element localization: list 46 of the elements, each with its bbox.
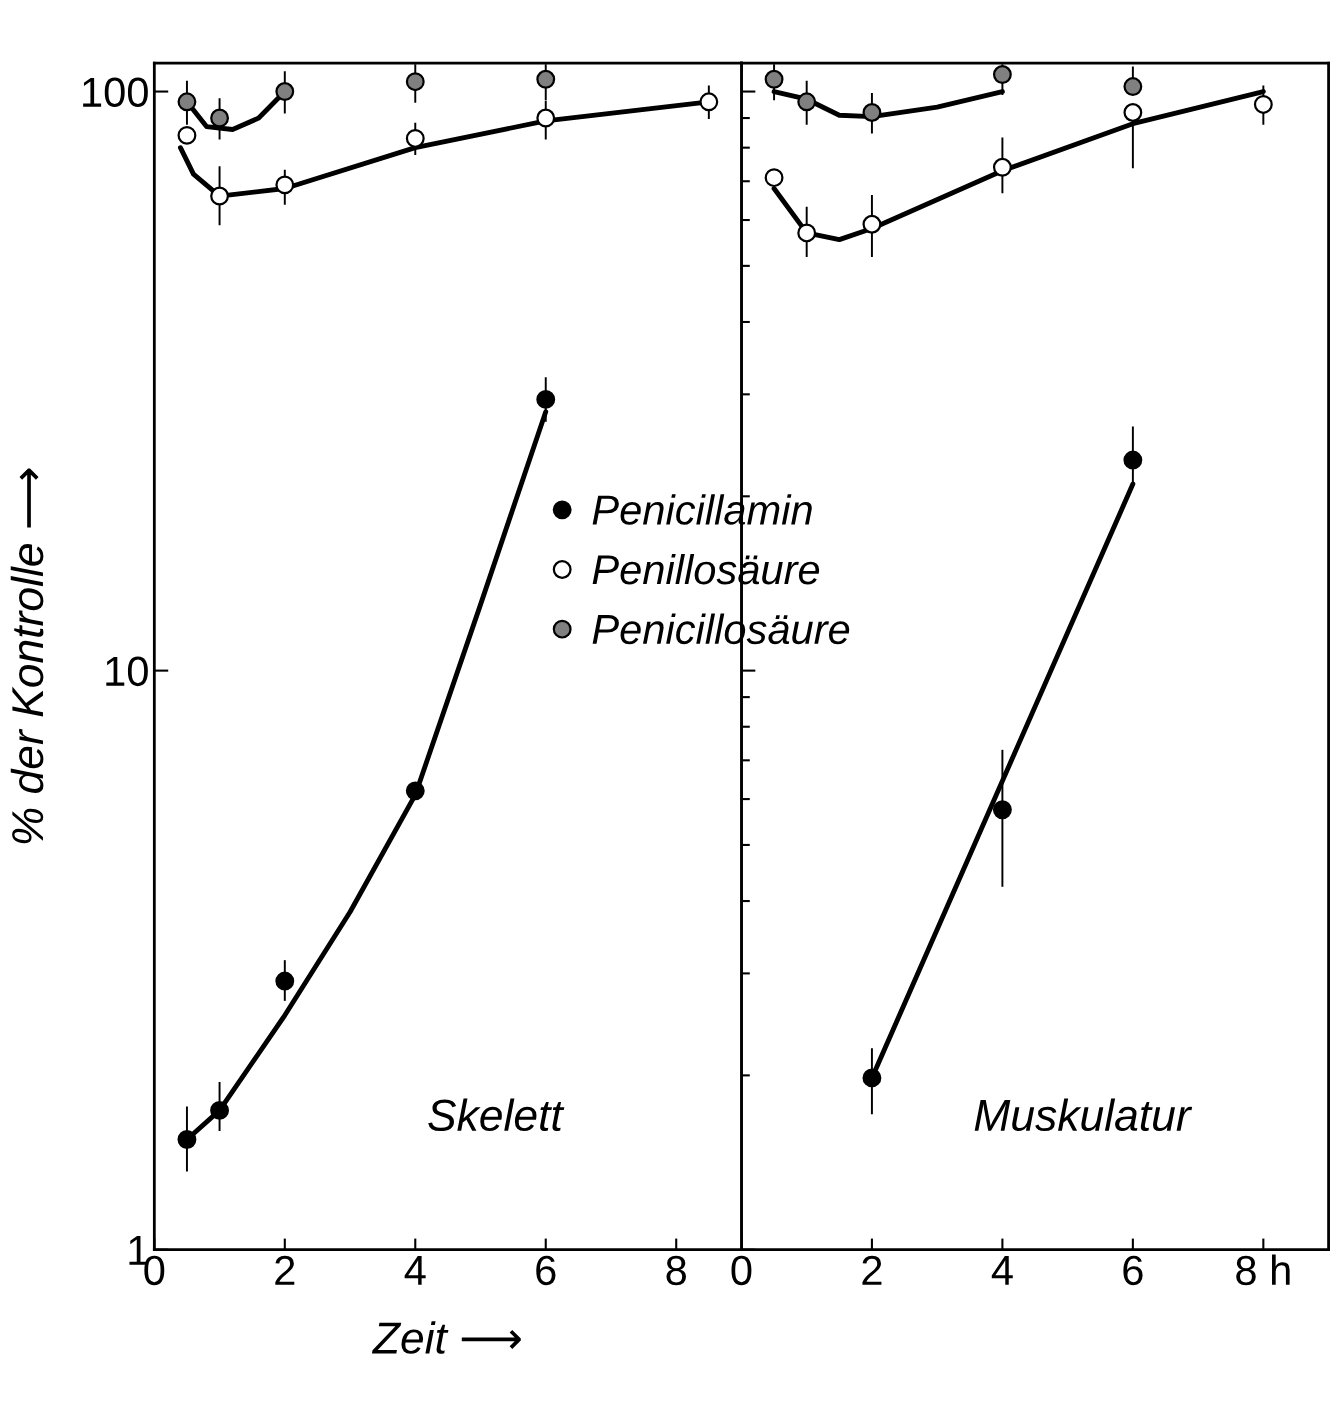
point [536,69,556,89]
point [536,108,556,128]
x-tick-label: 2 [275,1255,295,1285]
point [797,92,817,112]
point [275,175,295,195]
point [862,1068,882,1088]
x-axis-title: Zeit ⟶ [371,1321,521,1354]
point [862,103,882,122]
x-tick-label: 6 [1123,1255,1143,1286]
point [1123,103,1143,122]
point [1253,95,1273,114]
point [992,157,1012,177]
x-tick-label: 8 h [1236,1254,1290,1286]
x-tick-label: 8 [666,1255,686,1286]
point [992,65,1012,84]
point [1123,450,1143,470]
point [992,800,1012,820]
point [1123,77,1143,97]
point [275,82,295,101]
y-tick-label: 10 [106,656,148,687]
x-tick-label: 0 [144,1255,165,1286]
x-tick-label: 0 [731,1255,752,1286]
point [177,1130,197,1149]
point [210,1100,230,1120]
point [862,214,882,234]
x-tick-label: 2 [862,1255,882,1285]
point [536,389,556,409]
annotation: Muskulatur [974,1098,1193,1132]
point [210,108,230,128]
x-tick-label: 4 [991,1256,1013,1285]
point [177,92,197,112]
x-tick-label: 6 [536,1255,556,1286]
point [699,92,719,112]
y-tick-label: 100 [83,77,148,108]
point [177,125,197,145]
point [405,781,425,801]
point [275,971,295,991]
point [764,168,784,188]
point [405,128,425,148]
point [210,186,230,206]
y-axis-title: % der Kontrolle ⟶ [10,468,44,844]
point [797,223,817,243]
x-tick-label: 4 [404,1256,426,1285]
point [405,72,425,92]
point [764,69,784,89]
annotation: Skelett [428,1098,565,1132]
